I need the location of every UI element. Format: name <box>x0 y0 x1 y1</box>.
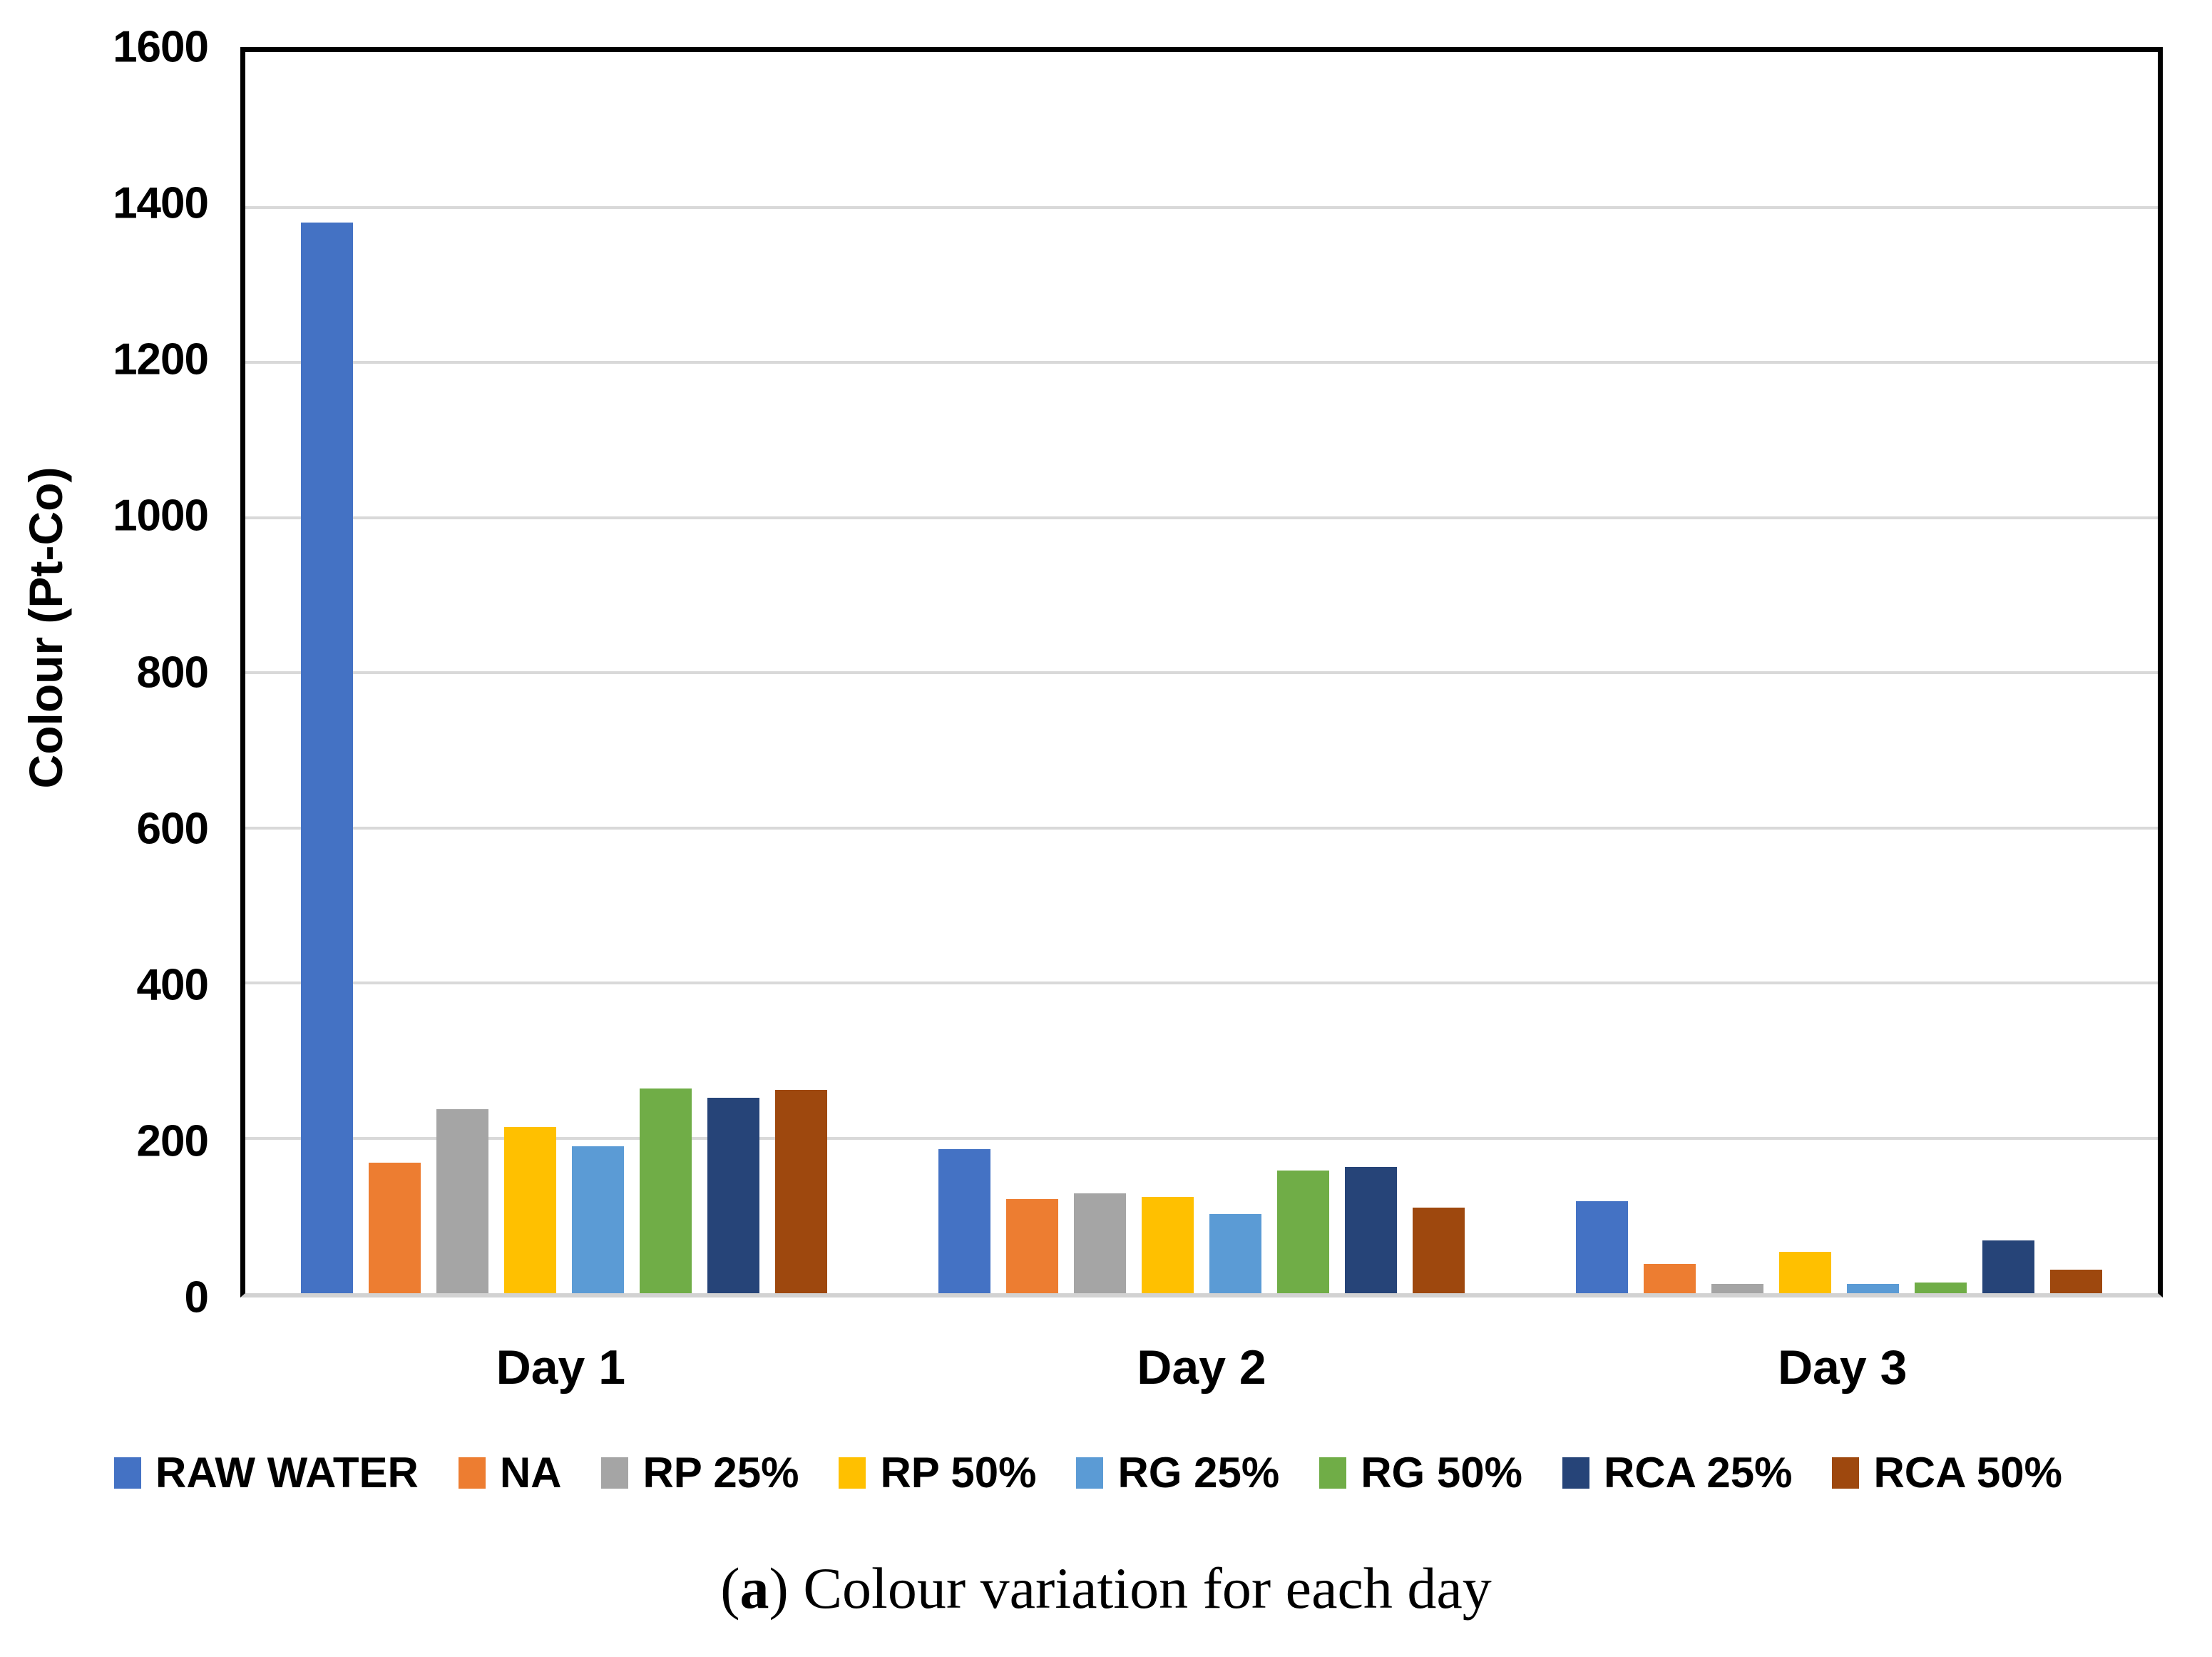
y-tick-label-1600: 1600 <box>113 22 209 72</box>
gridline-200 <box>245 1136 2158 1140</box>
legend-swatch-icon <box>1562 1457 1589 1489</box>
caption-text: ) Colour variation for each day <box>769 1556 1492 1621</box>
legend-label: RCA 50% <box>1873 1449 2062 1497</box>
y-tick-label-0: 0 <box>184 1273 209 1322</box>
bar-rg-25-day-3 <box>1847 1283 1899 1293</box>
bar-rp-25-day-1 <box>436 1109 488 1293</box>
legend-label: RP 25% <box>642 1449 799 1497</box>
y-tick-label-600: 600 <box>136 804 209 854</box>
bar-rg-25-day-2 <box>1209 1214 1261 1293</box>
y-tick-label-200: 200 <box>136 1116 209 1166</box>
y-tick-label-1400: 1400 <box>113 178 209 228</box>
bar-rg-50-day-1 <box>640 1088 692 1293</box>
gridline-1200 <box>245 361 2158 364</box>
y-tick-label-800: 800 <box>136 648 209 697</box>
bar-na-day-2 <box>1006 1199 1058 1293</box>
gridline-1400 <box>245 205 2158 209</box>
bar-groups <box>245 52 2158 1293</box>
bar-rg-25-day-1 <box>572 1146 624 1293</box>
gridline-400 <box>245 982 2158 984</box>
legend-swatch-icon <box>1319 1457 1347 1489</box>
bar-rca-25-day-1 <box>707 1097 759 1293</box>
legend-swatch-icon <box>1076 1457 1104 1489</box>
legend-swatch-icon <box>458 1457 486 1489</box>
bar-na-day-3 <box>1644 1263 1696 1293</box>
legend-item-na: NA <box>458 1448 562 1497</box>
legend-label: RAW WATER <box>155 1449 419 1497</box>
legend-item-rca-25: RCA 25% <box>1562 1448 1793 1497</box>
gridline-800 <box>245 671 2158 674</box>
bar-rp-25-day-2 <box>1074 1193 1126 1293</box>
bar-rca-50-day-3 <box>2050 1270 2102 1293</box>
legend-item-rca-50: RCA 50% <box>1832 1448 2062 1497</box>
y-tick-label-400: 400 <box>136 960 209 1010</box>
legend-swatch-icon <box>839 1457 866 1489</box>
y-axis-tick-labels: 1600 1400 1200 1000 800 600 400 200 0 <box>0 23 214 1322</box>
caption-open-paren: ( <box>720 1556 740 1621</box>
x-axis-category-labels: Day 1 Day 2 Day 3 <box>240 1340 2163 1395</box>
legend-label: RG 50% <box>1361 1449 1522 1497</box>
legend-item-rg-50: RG 50% <box>1319 1448 1522 1497</box>
bar-rp-50-day-1 <box>504 1127 556 1293</box>
legend-swatch-icon <box>601 1457 629 1489</box>
legend-label: RP 50% <box>880 1449 1037 1497</box>
bar-rca-50-day-1 <box>775 1090 827 1293</box>
bar-raw-water-day-1 <box>301 223 353 1293</box>
x-label-day-2: Day 2 <box>1137 1340 1266 1395</box>
bar-raw-water-day-2 <box>938 1148 990 1293</box>
legend-label: RCA 25% <box>1603 1449 1793 1497</box>
bar-group-day-3 <box>1520 52 2158 1293</box>
bar-rca-25-day-2 <box>1345 1166 1397 1293</box>
x-label-day-1: Day 1 <box>496 1340 626 1395</box>
y-tick-label-1200: 1200 <box>113 335 209 384</box>
bar-rca-25-day-3 <box>1982 1240 2034 1293</box>
gridline-1000 <box>245 516 2158 519</box>
plot-area <box>240 47 2163 1297</box>
bar-group-day-2 <box>883 52 1520 1293</box>
bar-na-day-1 <box>369 1163 421 1293</box>
legend-swatch-icon <box>1832 1457 1860 1489</box>
x-label-day-3: Day 3 <box>1777 1340 1908 1395</box>
caption-marker: a <box>739 1556 769 1621</box>
legend-swatch-icon <box>114 1457 141 1489</box>
legend-item-rp-25: RP 25% <box>601 1448 799 1497</box>
bar-rg-50-day-3 <box>1915 1282 1967 1293</box>
legend-label: RG 25% <box>1117 1449 1280 1497</box>
bar-rg-50-day-2 <box>1277 1171 1329 1293</box>
bar-raw-water-day-3 <box>1576 1200 1628 1293</box>
figure-caption: (a) Colour variation for each day <box>0 1555 2212 1622</box>
bar-rp-50-day-3 <box>1779 1252 1831 1293</box>
legend-item-rg-25: RG 25% <box>1076 1448 1279 1497</box>
legend: RAW WATER NA RP 25% RP 50% RG 25% RG 50% RCA 2… <box>114 1448 2062 1497</box>
bar-group-day-1 <box>245 52 883 1293</box>
legend-label: NA <box>499 1449 562 1497</box>
gridline-600 <box>245 826 2158 830</box>
bar-rp-50-day-2 <box>1142 1197 1194 1293</box>
y-tick-label-1000: 1000 <box>113 491 209 541</box>
bar-rp-25-day-3 <box>1711 1283 1763 1293</box>
legend-item-rp-50: RP 50% <box>839 1448 1037 1497</box>
bar-rca-50-day-2 <box>1413 1208 1465 1293</box>
legend-item-raw-water: RAW WATER <box>114 1448 419 1497</box>
